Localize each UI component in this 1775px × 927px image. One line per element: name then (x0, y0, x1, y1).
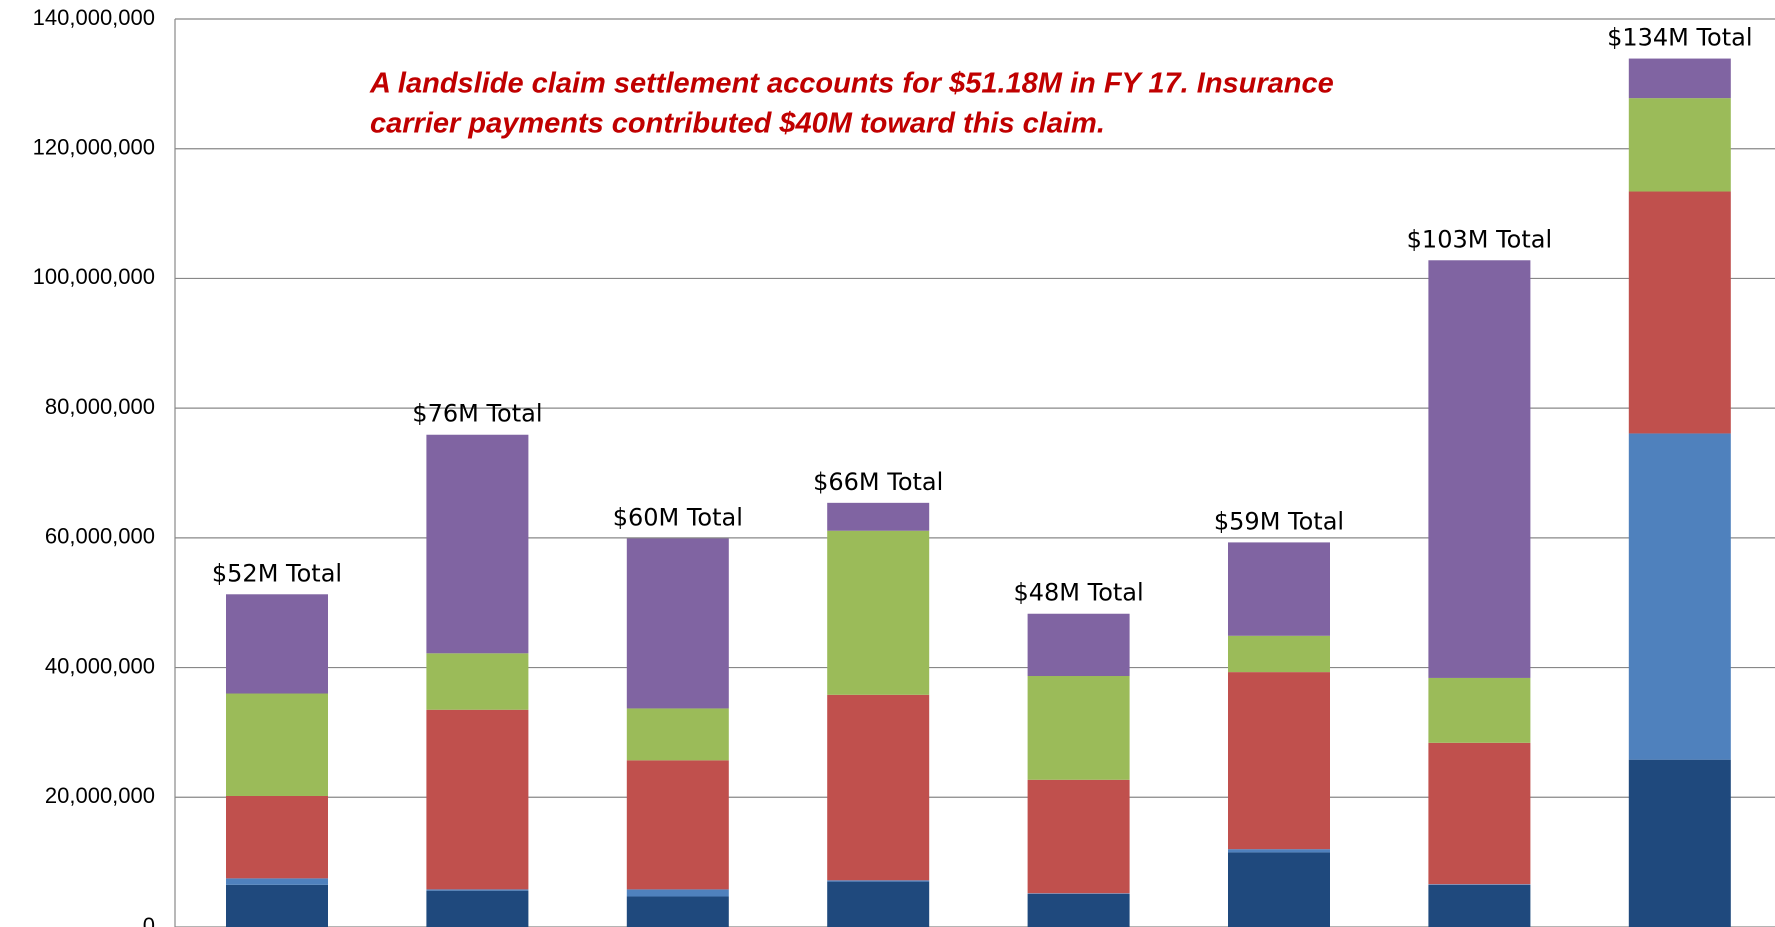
bar-segment (1628, 433, 1731, 760)
bar-segment (1628, 58, 1731, 99)
bar-segment (226, 884, 328, 927)
total-label: $76M Total (412, 400, 542, 428)
y-tick-label: 40,000,000 (45, 653, 155, 678)
bar-segment (1228, 849, 1330, 853)
y-tick-label: 100,000,000 (33, 264, 155, 289)
bar-segment (626, 760, 729, 890)
y-tick-label: 60,000,000 (45, 524, 155, 549)
bar-segment (1027, 779, 1130, 894)
bar-segment (1428, 677, 1531, 743)
total-label: $134M Total (1607, 24, 1752, 52)
total-label: $52M Total (212, 559, 342, 587)
bar-segment (827, 502, 930, 531)
bar-segment (1027, 893, 1130, 927)
total-label: $60M Total (613, 504, 743, 532)
bar-segment (1428, 884, 1531, 927)
y-tick-label: 20,000,000 (45, 783, 155, 808)
bar-segment (626, 538, 729, 709)
bar-segment (226, 693, 328, 796)
bar-segment (1027, 676, 1130, 780)
bar-segment (1428, 260, 1531, 678)
total-label: $103M Total (1407, 225, 1552, 253)
bar-segment (827, 880, 930, 882)
y-tick-label: 0 (143, 913, 155, 927)
bar-segment (1628, 759, 1731, 927)
bar-segment (426, 709, 529, 890)
annotation: A landslide claim settlement accounts fo… (369, 68, 1334, 100)
bar-segment (1628, 98, 1731, 192)
bar-segment (426, 653, 529, 710)
bar-segment (1228, 635, 1330, 673)
bar-segment (1628, 191, 1731, 434)
annotation: carrier payments contributed $40M toward… (370, 108, 1105, 140)
bar-segment (827, 694, 930, 881)
total-label: $66M Total (813, 468, 943, 496)
y-tick-label: 140,000,000 (33, 5, 155, 30)
bar-segment (426, 889, 529, 891)
y-tick-label: 80,000,000 (45, 394, 155, 419)
bar-segment (426, 890, 529, 927)
bar-segment (426, 434, 529, 654)
bar-segment (626, 708, 729, 761)
y-tick-label: 120,000,000 (33, 135, 155, 160)
bar-segment (1228, 542, 1330, 636)
bar-segment (1027, 893, 1130, 894)
bar-segment (226, 878, 328, 885)
bar-segment (827, 530, 930, 695)
bar-segment (1027, 613, 1130, 677)
bar-segment (626, 896, 729, 927)
bar-segment (1428, 742, 1531, 885)
bar-segment (626, 889, 729, 897)
total-label: $48M Total (1013, 579, 1143, 607)
bar-segment (1228, 672, 1330, 850)
bar-segment (827, 881, 930, 927)
bar-segment (226, 594, 328, 694)
bar-segment (1428, 884, 1531, 885)
bar-segment (226, 795, 328, 879)
bar-segment (1228, 852, 1330, 927)
total-label: $59M Total (1214, 507, 1344, 535)
